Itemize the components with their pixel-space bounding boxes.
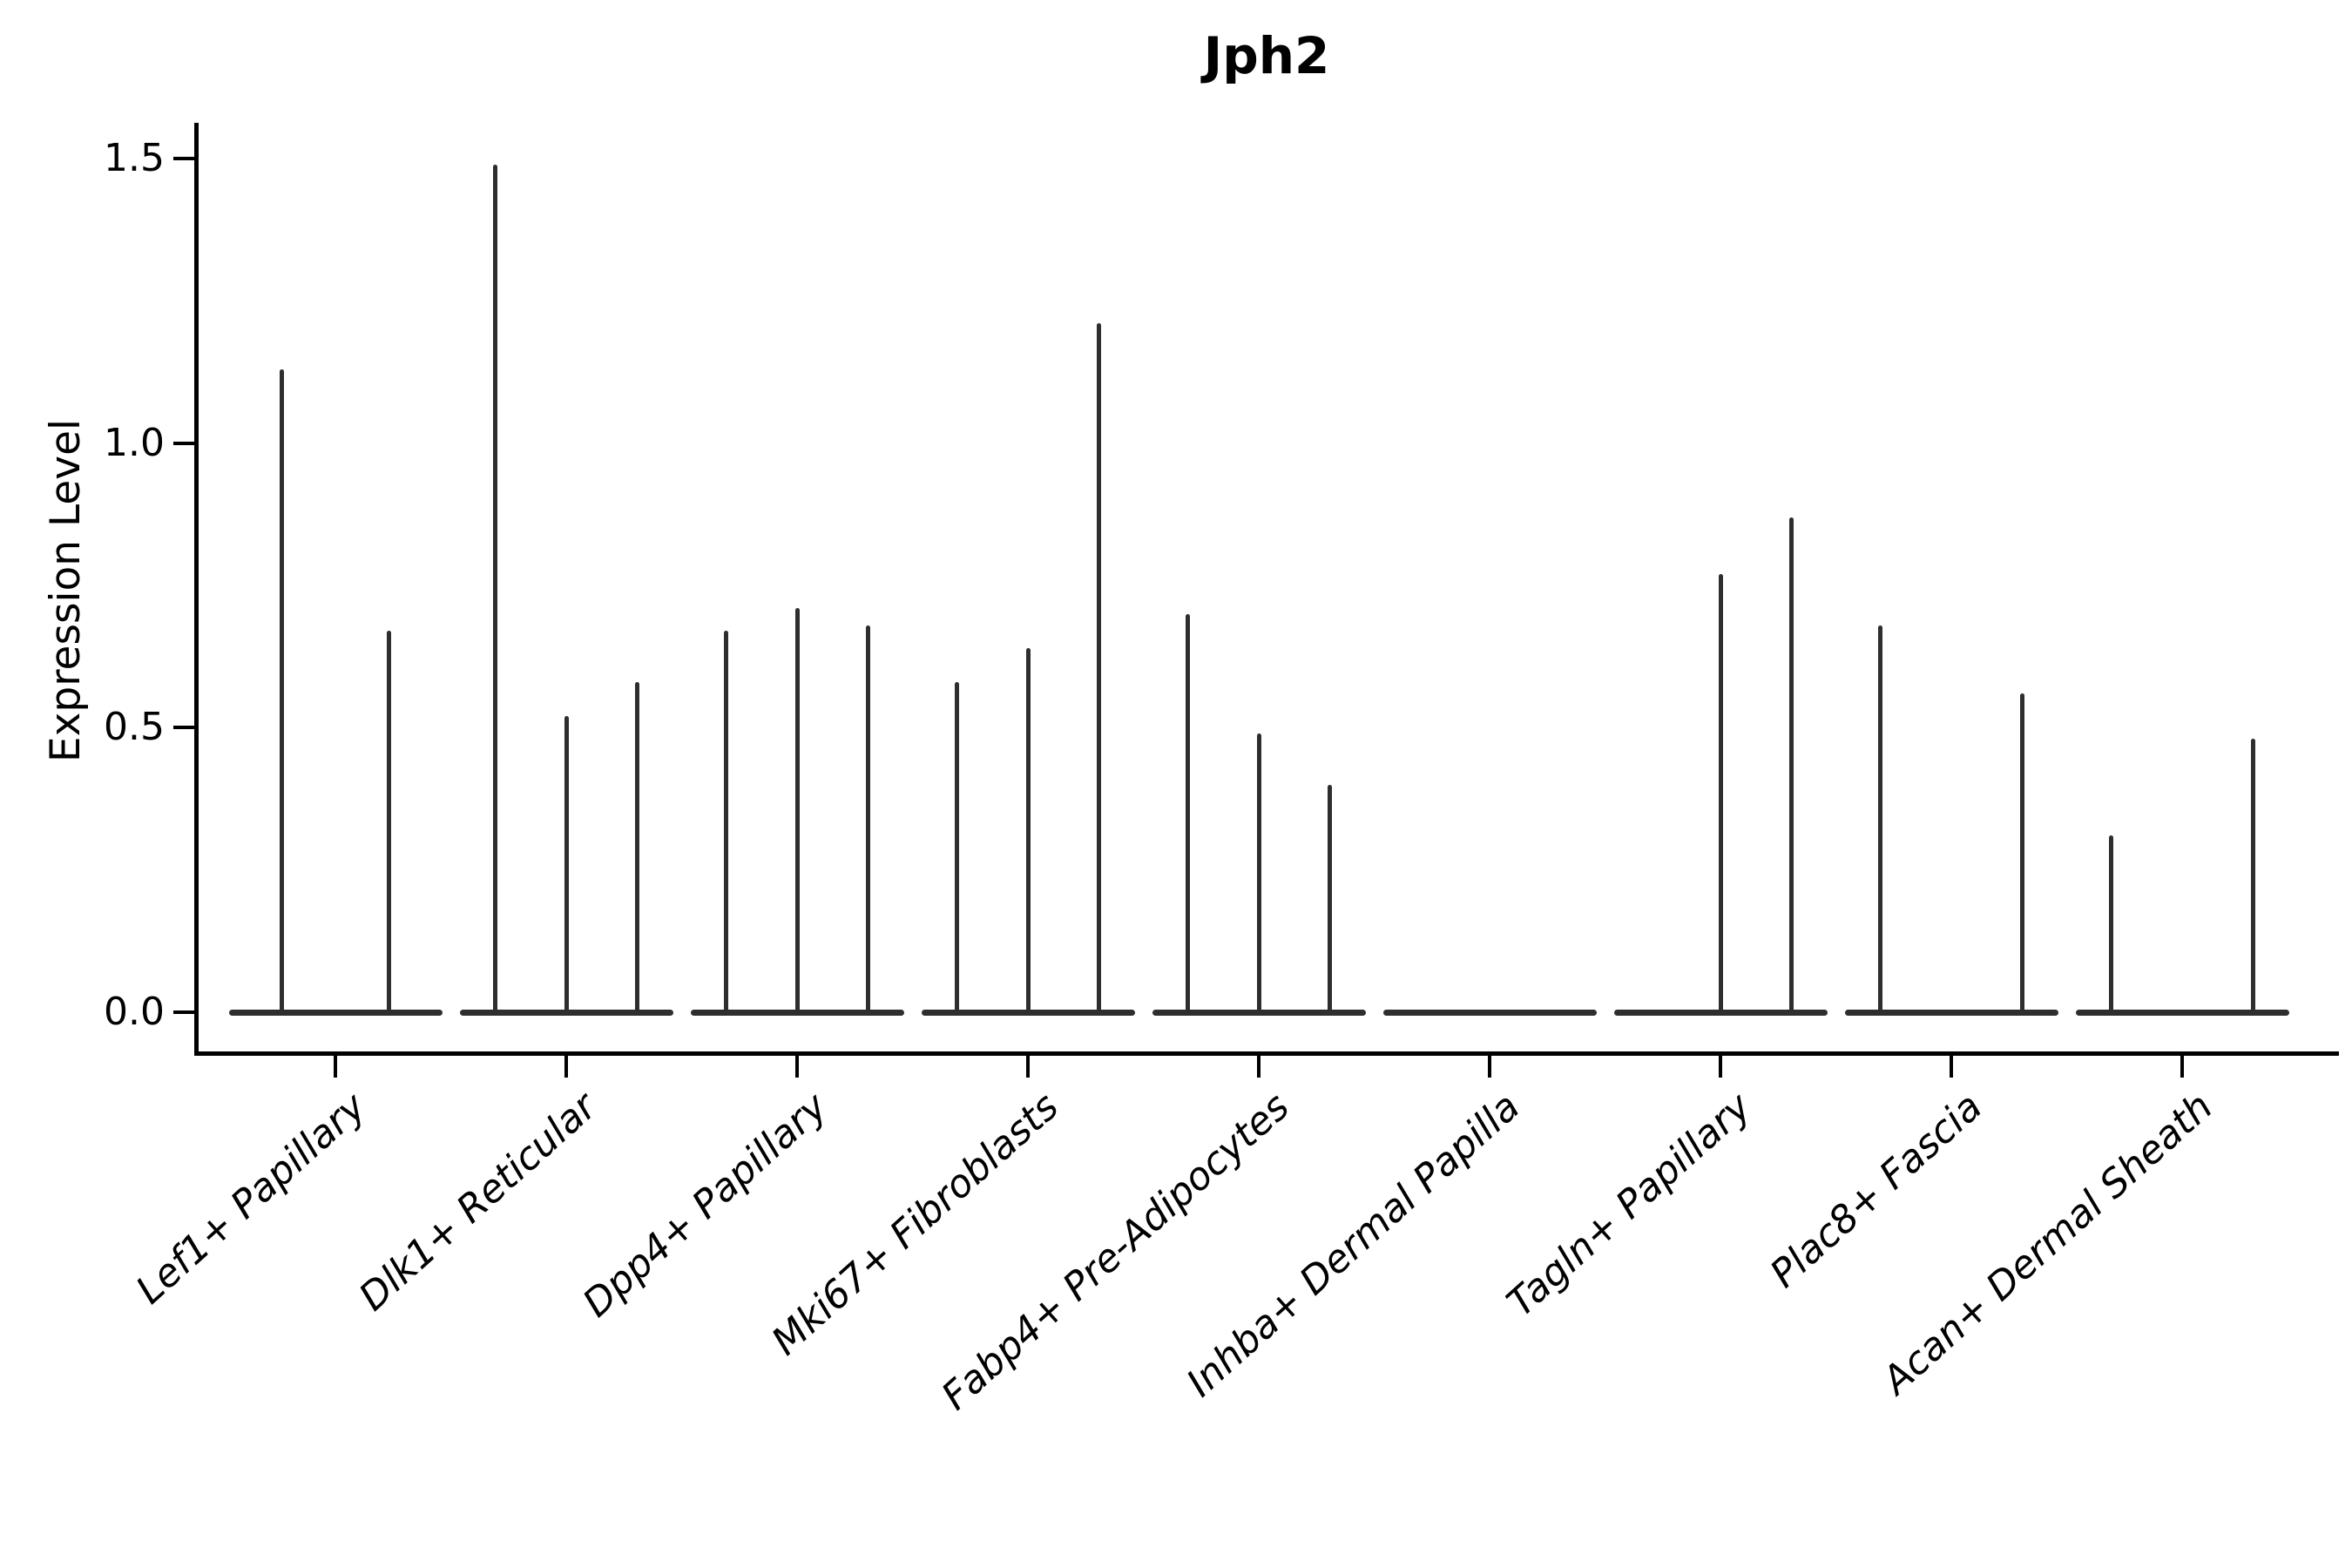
x-tick-mark [1488, 1054, 1491, 1078]
chart-title: Jph2 [1203, 26, 1330, 85]
violin-spike [2108, 835, 2113, 1016]
violin-spike [1328, 784, 1333, 1016]
y-tick-mark [173, 726, 197, 730]
x-tick-label: Tagln+ Papillary [1498, 1084, 1760, 1326]
x-tick-mark [2180, 1054, 2184, 1078]
violin-spike [492, 164, 497, 1016]
x-tick-mark [564, 1054, 568, 1078]
y-tick-label: 0.5 [104, 705, 165, 750]
x-tick-mark [334, 1054, 337, 1078]
violin-baseline [228, 1009, 443, 1016]
violin-spike [1025, 647, 1031, 1016]
x-tick-label: Dlk1+ Reticular [350, 1084, 605, 1320]
y-tick-mark [173, 1010, 197, 1014]
violin-spike [1256, 733, 1261, 1016]
violin-spike [954, 682, 959, 1016]
x-tick-mark [1719, 1054, 1722, 1078]
violin-spike [635, 682, 640, 1016]
x-tick-label: Plac8+ Fascia [1761, 1084, 1990, 1297]
y-tick-label: 1.0 [104, 420, 165, 465]
violin-spike [1877, 625, 1882, 1016]
violin-spike [866, 625, 871, 1016]
violin-baseline [1844, 1009, 2058, 1016]
violin-baseline [2075, 1009, 2289, 1016]
violin-spike [1185, 613, 1190, 1016]
violin-spike [723, 631, 728, 1016]
x-tick-mark [1950, 1054, 1953, 1078]
violin-spike [2020, 693, 2025, 1016]
violin-spike [386, 631, 391, 1016]
y-tick-mark [173, 157, 197, 160]
violin-spike [794, 608, 800, 1016]
y-tick-label: 1.5 [104, 136, 165, 180]
violin-spike [564, 716, 569, 1016]
x-tick-mark [1257, 1054, 1260, 1078]
y-axis-spine [194, 123, 199, 1056]
violin-spike [2251, 739, 2256, 1016]
x-tick-label: Dpp4+ Papillary [574, 1084, 836, 1327]
violin-baseline [1382, 1009, 1597, 1016]
violin-spike [1097, 323, 1102, 1016]
x-axis-spine [194, 1051, 2339, 1056]
x-tick-mark [795, 1054, 799, 1078]
violin-spike [1718, 573, 1723, 1016]
x-tick-label: Lef1+ Papillary [127, 1084, 375, 1313]
y-axis-label: Expression Level [42, 418, 90, 763]
x-tick-mark [1026, 1054, 1030, 1078]
violin-spike [1789, 517, 1794, 1016]
y-tick-label: 0.0 [104, 990, 165, 1034]
violin-spike [280, 368, 285, 1016]
y-tick-mark [173, 441, 197, 445]
